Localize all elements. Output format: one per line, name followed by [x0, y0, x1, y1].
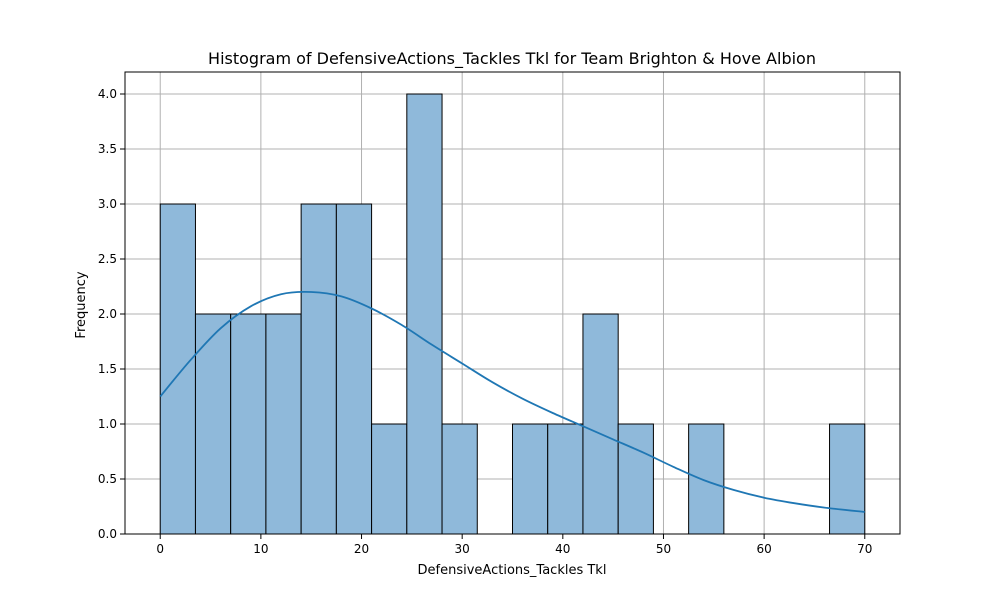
y-tick-label: 1.5: [98, 362, 117, 376]
histogram-bars: [159, 93, 866, 535]
histogram-bar: [194, 313, 232, 535]
histogram-bar: [688, 423, 725, 535]
histogram-bar: [335, 203, 373, 535]
histogram-bar: [406, 93, 443, 535]
y-tick-label: 3.0: [98, 197, 117, 211]
x-axis-ticks: 0 10 20 30 40 50 60 70: [156, 534, 872, 556]
x-tick-label: 30: [455, 542, 470, 556]
histogram-bar: [512, 423, 549, 535]
x-tick-label: 50: [656, 542, 671, 556]
x-tick-label: 70: [857, 542, 872, 556]
histogram-bar: [371, 423, 408, 535]
histogram-bar: [547, 423, 584, 535]
y-tick-label: 0.0: [98, 527, 117, 541]
x-tick-label: 40: [555, 542, 570, 556]
kde-curve: [159, 290, 865, 513]
y-axis-ticks: 0.0 0.5 1.0 1.5 2.0 2.5 3.0 3.5 4.0: [98, 87, 125, 541]
histogram-bar: [265, 313, 302, 535]
plot-frame: [124, 71, 901, 535]
y-tick-label: 1.0: [98, 417, 117, 431]
x-tick-label: 20: [354, 542, 369, 556]
y-tick-label: 4.0: [98, 87, 117, 101]
histogram-bar: [300, 203, 337, 535]
histogram-bar: [582, 313, 619, 535]
x-tick-label: 10: [253, 542, 268, 556]
histogram-bar: [159, 203, 196, 535]
y-tick-label: 0.5: [98, 472, 117, 486]
y-tick-label: 2.0: [98, 307, 117, 321]
histogram-bar: [829, 423, 866, 535]
x-axis-label: DefensiveActions_Tackles Tkl: [418, 563, 607, 578]
y-tick-label: 3.5: [98, 142, 117, 156]
x-tick-label: 0: [156, 542, 164, 556]
histogram-bar: [441, 423, 478, 535]
chart-title: Histogram of DefensiveActions_Tackles Tk…: [208, 49, 816, 69]
y-tick-label: 2.5: [98, 252, 117, 266]
histogram-bar: [617, 423, 654, 535]
y-axis-label: Frequency: [74, 271, 89, 338]
x-tick-label: 60: [756, 542, 771, 556]
histogram-bar: [230, 313, 267, 535]
